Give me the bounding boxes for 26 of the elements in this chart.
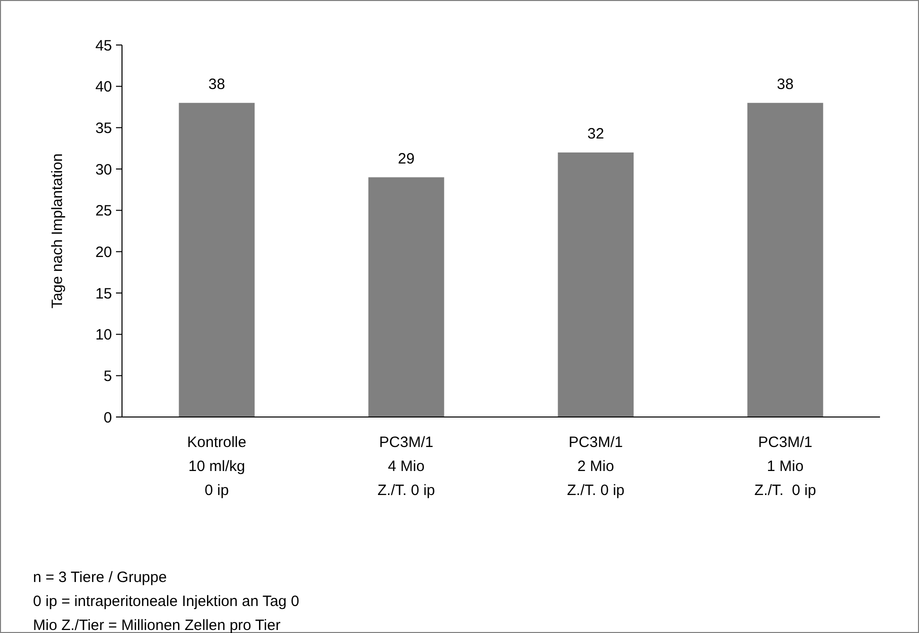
y-tick-label: 5	[104, 368, 112, 385]
x-tick-label: PC3M/1 2 Mio Z./T. 0 ip	[566, 434, 625, 499]
x-tick-label: Kontrolle 10 ml/kg 0 ip	[187, 434, 246, 499]
x-tick-label: PC3M/1 4 Mio Z./T. 0 ip	[377, 434, 436, 499]
y-tick-label: 10	[95, 326, 112, 344]
x-tick-label: PC3M/1 1 Mio Z./T. 0 ip	[754, 434, 816, 499]
text: Mio Z./Tier = Millionen Zellen pro Tier	[33, 617, 280, 633]
data-label: 38	[776, 76, 794, 93]
data-label: 38	[208, 76, 226, 93]
y-tick-label: 20	[95, 244, 112, 261]
text: n = 3 Tiere / Gruppe	[33, 569, 167, 586]
y-tick-label: 35	[95, 120, 112, 137]
text: 0 ip = intraperitoneale Injektion an Tag 0	[33, 593, 300, 610]
y-tick-label: 15	[95, 285, 112, 302]
y-tick-label: 30	[95, 161, 112, 178]
y-tick-label: 0	[104, 409, 112, 426]
bar	[178, 102, 255, 417]
data-label: 32	[587, 125, 604, 142]
y-axis-title: Tage nach Implantation	[49, 153, 66, 309]
y-tick-label: 40	[95, 78, 112, 96]
bar	[747, 102, 824, 417]
data-label: 29	[398, 150, 415, 168]
y-tick-label: 45	[95, 37, 112, 54]
bar	[558, 152, 634, 417]
bar	[368, 177, 444, 417]
y-tick-label: 25	[95, 202, 112, 220]
